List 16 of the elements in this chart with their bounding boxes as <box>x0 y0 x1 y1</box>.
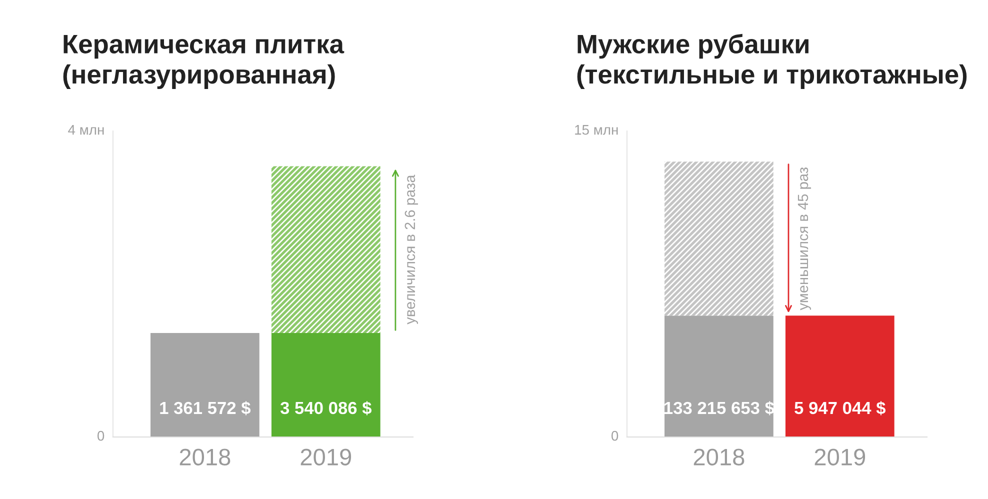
annotation: 5 947 044 $ <box>794 401 886 416</box>
y-tick-label: 15 млн <box>575 125 618 135</box>
chart-title: Мужские рубашки (текстильные и трикотажные) <box>577 34 967 90</box>
x-tick-label: 2019 <box>300 448 352 466</box>
annotation: 1 361 572 $ <box>160 401 251 416</box>
annotation: уменьшился в 45 раз <box>798 167 812 310</box>
annotation: 3 540 086 $ <box>280 401 372 416</box>
chart-title: Керамическая плитка (неглазурированная) <box>63 35 344 90</box>
annotation: увеличился в 2.6 раза <box>404 174 418 324</box>
x-tick-label: 2018 <box>180 448 230 466</box>
x-tick-label: 2018 <box>694 448 744 466</box>
y-tick-label: 0 <box>611 430 618 441</box>
annotation: 133 215 653 $ <box>664 401 774 416</box>
y-tick-label: 4 млн <box>68 125 104 135</box>
y-tick-label: 0 <box>97 430 104 441</box>
x-tick-label: 2019 <box>814 448 866 466</box>
